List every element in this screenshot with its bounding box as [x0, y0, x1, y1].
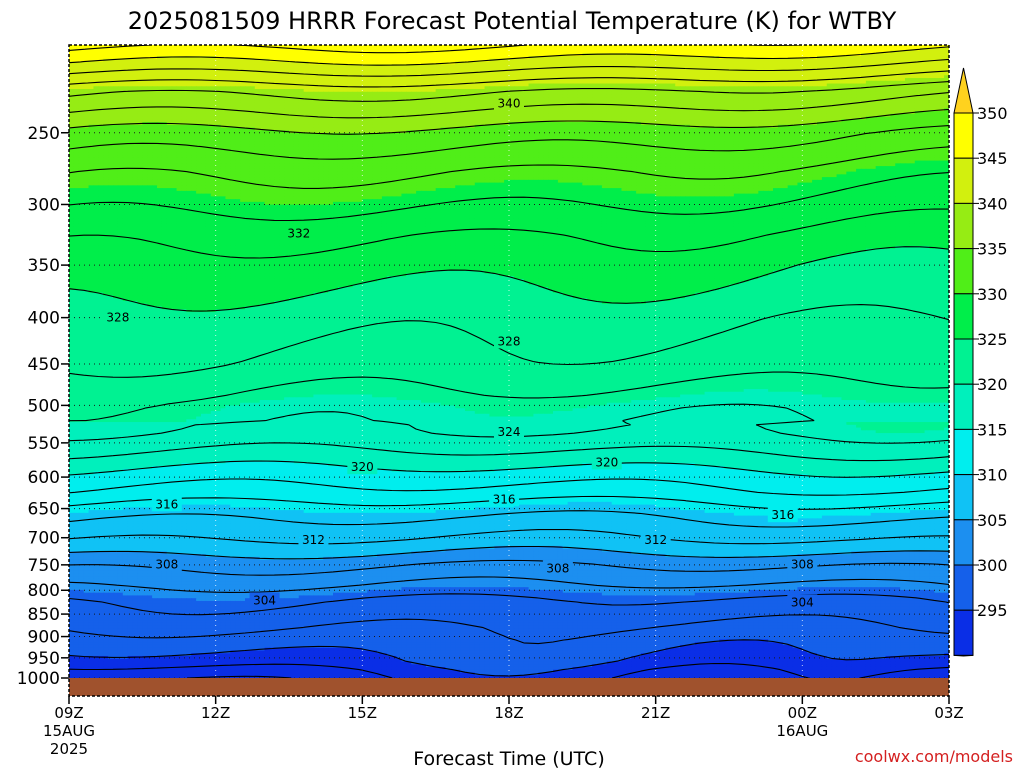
credit-link[interactable]: coolwx.com/models: [855, 747, 1013, 766]
pressure-tick-label: 850: [28, 605, 60, 625]
pressure-tick-label: 500: [28, 396, 60, 416]
contour-label: 312: [644, 533, 667, 547]
colorbar-segment: [954, 520, 973, 565]
contour-label: 308: [546, 562, 569, 576]
time-tick-label: 21Z: [641, 704, 670, 722]
contour-label: 304: [253, 593, 276, 607]
colorbar-segment: [954, 384, 973, 429]
contour-label: 316: [771, 508, 794, 522]
time-tick-label: 00Z: [788, 704, 817, 722]
colorbar-label: 300: [977, 556, 1008, 575]
colorbar-segment: [954, 158, 973, 203]
colorbar-label: 335: [977, 240, 1008, 259]
pressure-tick-label: 250: [28, 124, 60, 144]
colorbar-label: 345: [977, 149, 1008, 168]
pressure-tick-label: 750: [28, 556, 60, 576]
x-axis-label: Forecast Time (UTC): [413, 748, 604, 768]
time-tick-label: 18Z: [494, 704, 523, 722]
time-tick-label: 03Z: [934, 704, 963, 722]
colorbar-segment: [954, 610, 973, 655]
pressure-tick-label: 700: [28, 529, 60, 549]
pressure-tick-label: 1000: [17, 669, 60, 689]
colorbar-segment: [954, 113, 973, 158]
contour-label: 328: [106, 311, 129, 325]
colorbar-label: 305: [977, 511, 1008, 530]
colorbar-segment: [954, 203, 973, 248]
pressure-tick-label: 450: [28, 355, 60, 375]
pressure-tick-label: 950: [28, 649, 60, 669]
time-tick-label: 09Z: [54, 704, 83, 722]
pressure-tick-label: 350: [28, 256, 60, 276]
colorbar-label: 330: [977, 285, 1008, 304]
colorbar-label: 295: [977, 601, 1008, 620]
colorbar-label: 340: [977, 194, 1008, 213]
pressure-tick-label: 600: [28, 468, 60, 488]
contour-label: 308: [155, 557, 178, 571]
contour-label: 320: [595, 455, 618, 469]
colorbar-segment: [954, 429, 973, 474]
colorbar-segment: [954, 475, 973, 520]
pressure-tick-label: 800: [28, 581, 60, 601]
colorbar-label: 350: [977, 104, 1008, 123]
pressure-tick-label: 550: [28, 434, 60, 454]
pressure-tick-label: 650: [28, 500, 60, 520]
contour-label: 312: [302, 533, 325, 547]
colorbar-label: 310: [977, 466, 1008, 485]
contour-label: 316: [155, 497, 178, 511]
contour-label: 304: [791, 595, 814, 609]
pressure-tick-label: 900: [28, 628, 60, 648]
pressure-tick-label: 400: [28, 309, 60, 329]
colorbar-label: 325: [977, 330, 1008, 349]
contour-label: 316: [493, 492, 516, 506]
contour-label: 324: [498, 425, 521, 439]
colorbar-segment: [954, 339, 973, 384]
time-tick-label: 15Z: [348, 704, 377, 722]
colorbar-segment: [954, 249, 973, 294]
ground-terrain: [69, 678, 949, 696]
time-tick-sublabel: 2025: [50, 740, 88, 758]
contour-label: 320: [351, 460, 374, 474]
colorbar-segment: [954, 565, 973, 610]
colorbar-label: 315: [977, 420, 1008, 439]
colorbar-label: 320: [977, 375, 1008, 394]
colorbar-bottom-arrow: [954, 655, 973, 656]
chart-title: 2025081509 HRRR Forecast Potential Tempe…: [128, 7, 897, 35]
time-tick-sublabel: 15AUG: [43, 722, 95, 740]
contour-label: 308: [791, 557, 814, 571]
time-tick-label: 12Z: [201, 704, 230, 722]
contour-label: 340: [498, 96, 521, 110]
contour-label: 332: [287, 227, 310, 241]
time-tick-sublabel: 16AUG: [776, 722, 828, 740]
colorbar-segment: [954, 294, 973, 339]
contour-label: 328: [498, 334, 521, 348]
pressure-tick-label: 300: [28, 195, 60, 215]
